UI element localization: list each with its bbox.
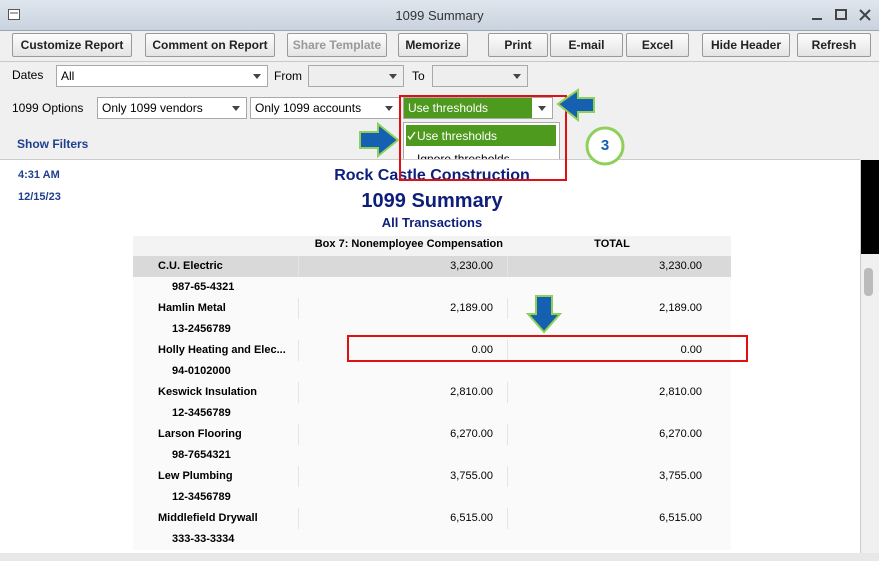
vendor-id: 987-65-4321 [172,281,235,293]
row-bg [133,277,731,298]
vendor-id: 98-7654321 [172,449,231,461]
col-sep [507,382,508,403]
table-header [133,236,731,256]
toolbar-button[interactable]: Hide Header [702,33,790,57]
row-bg [133,382,731,403]
row-bg [133,298,731,319]
vendor-id: 12-3456789 [172,491,231,503]
accounts-select[interactable]: Only 1099 accounts [250,97,400,119]
vendor-id: 333-33-3334 [172,533,235,545]
col-sep [298,298,299,319]
toolbar-button[interactable]: Print [488,33,548,57]
col-sep [298,340,299,361]
row-bg [133,487,731,508]
total-amount[interactable]: 0.00 [680,344,702,356]
vendor-name[interactable]: Hamlin Metal [158,302,226,314]
dates-label: Dates [12,68,44,82]
filter-bar [0,129,860,160]
row-bg [133,466,731,487]
row-bg [133,361,731,382]
vendor-name[interactable]: Larson Flooring [158,428,242,440]
total-amount[interactable]: 3,755.00 [659,470,702,482]
col-sep [507,256,508,277]
col-sep [298,382,299,403]
company-name: Rock Castle Construction [334,167,530,184]
col-sep [298,466,299,487]
scrollbar-top [861,160,879,254]
vendors-select[interactable]: Only 1099 vendors [97,97,247,119]
system-icon[interactable] [8,9,20,21]
dates-select[interactable]: All [56,65,268,87]
col-sep [507,466,508,487]
bottom-edge [0,553,879,561]
vendor-id: 94-0102000 [172,365,231,377]
col-sep [298,508,299,529]
box7-amount[interactable]: 3,230.00 [450,260,493,272]
report-title: 1099 Summary [361,190,503,212]
window-controls[interactable] [808,8,874,22]
options-label: 1099 Options [12,101,84,115]
row-bg [133,403,731,424]
box7-amount[interactable]: 6,270.00 [450,428,493,440]
col-sep [298,424,299,445]
toolbar-button[interactable]: Refresh [797,33,871,57]
col-sep [298,256,299,277]
total-amount[interactable]: 6,515.00 [659,512,702,524]
report-date: 12/15/23 [18,191,61,203]
vendor-name[interactable]: Keswick Insulation [158,386,258,398]
box7-amount[interactable]: 0.00 [471,344,493,356]
row-bg [133,319,731,340]
total-amount[interactable]: 2,810.00 [659,386,702,398]
toolbar-button[interactable]: E-mail [550,33,623,57]
step-number: 3 [600,137,610,154]
box7-amount[interactable]: 2,810.00 [450,386,493,398]
toolbar-button[interactable]: Customize Report [12,33,132,57]
row-bg [133,508,731,529]
total-amount[interactable]: 6,270.00 [659,428,702,440]
threshold-select[interactable]: Use thresholds [403,97,553,119]
vendor-name[interactable]: Holly Heating and Elec... [158,344,286,356]
vendor-name[interactable]: Lew Plumbing [158,470,233,482]
toolbar-button[interactable]: Share Template [287,33,387,57]
scrollbar[interactable] [860,160,879,553]
col-sep [507,298,508,319]
col-sep [507,424,508,445]
from-label: From [274,69,302,83]
toolbar-button[interactable]: Comment on Report [145,33,275,57]
row-bg [133,529,731,550]
window-title: 1099 Summary [395,8,484,23]
row-bg [133,445,731,466]
to-input[interactable] [432,65,528,87]
total-amount[interactable]: 2,189.00 [659,302,702,314]
vendor-name[interactable]: C.U. Electric [158,260,223,272]
box7-amount[interactable]: 3,755.00 [450,470,493,482]
toolbar-button[interactable]: Memorize [398,33,468,57]
box7-amount[interactable]: 2,189.00 [450,302,493,314]
total-amount[interactable]: 3,230.00 [659,260,702,272]
selected-row [133,256,731,277]
show-filters[interactable]: Show Filters [17,137,89,151]
scroll-thumb[interactable] [864,268,873,296]
from-input[interactable] [308,65,404,87]
row-bg [133,424,731,445]
col-sep [507,508,508,529]
column-header[interactable]: TOTAL [594,238,630,250]
title-bar [0,0,879,31]
report-subtitle: All Transactions [381,215,483,230]
vendor-id: 13-2456789 [172,323,231,335]
divider [0,61,879,62]
vendor-name[interactable]: Middlefield Drywall [158,512,258,524]
box7-amount[interactable]: 6,515.00 [450,512,493,524]
column-header[interactable]: Box 7: Nonemployee Compensation [314,238,503,250]
to-label: To [412,69,425,83]
vendor-id: 12-3456789 [172,407,231,419]
report-time: 4:31 AM [18,169,60,181]
toolbar-button[interactable]: Excel [626,33,689,57]
